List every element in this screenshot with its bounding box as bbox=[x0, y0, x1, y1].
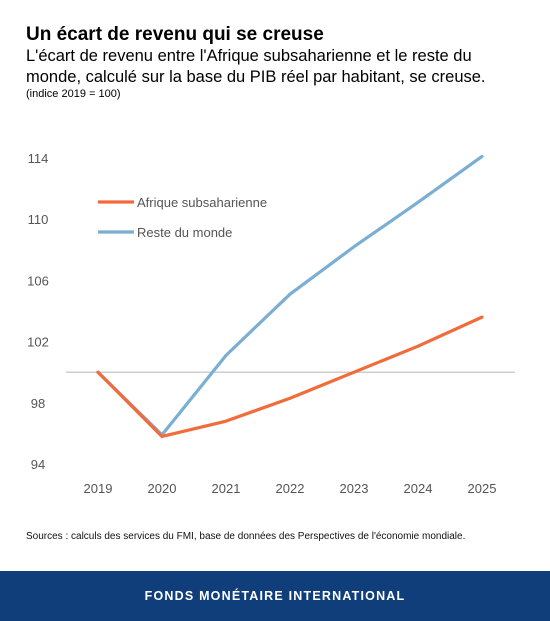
x-tick-label: 2021 bbox=[212, 481, 241, 496]
chart-subtitle: L'écart de revenu entre l'Afrique subsah… bbox=[26, 47, 486, 86]
legend-label: Afrique subsaharienne bbox=[137, 195, 267, 210]
x-tick-label: 2025 bbox=[468, 481, 497, 496]
x-tick-label: 2023 bbox=[340, 481, 369, 496]
legend-label: Reste du monde bbox=[137, 225, 232, 240]
y-tick-label: 94 bbox=[31, 457, 45, 472]
sources-note: Sources : calculs des services du FMI, b… bbox=[26, 531, 466, 542]
series-line-afrique-subsaharienne bbox=[96, 315, 484, 439]
y-tick-label: 110 bbox=[28, 212, 49, 227]
line-chart: 94 98 102 106 110 114 2019 2020 2021 2022 2023 2024… bbox=[27, 151, 515, 496]
footer-banner: FONDS MONÉTAIRE INTERNATIONAL bbox=[0, 571, 550, 621]
y-tick-label: 114 bbox=[28, 151, 49, 166]
x-tick-label: 2024 bbox=[404, 481, 433, 496]
x-tick-label: 2022 bbox=[276, 481, 305, 496]
y-tick-label: 106 bbox=[27, 273, 49, 288]
index-note: (indice 2019 = 100) bbox=[26, 88, 121, 100]
y-tick-label: 102 bbox=[27, 335, 49, 350]
x-tick-label: 2020 bbox=[148, 481, 177, 496]
footer-label: FONDS MONÉTAIRE INTERNATIONAL bbox=[144, 589, 406, 603]
y-tick-label: 98 bbox=[31, 396, 45, 411]
x-tick-label: 2019 bbox=[84, 481, 113, 496]
chart-title: Un écart de revenu qui se creuse bbox=[26, 24, 324, 45]
